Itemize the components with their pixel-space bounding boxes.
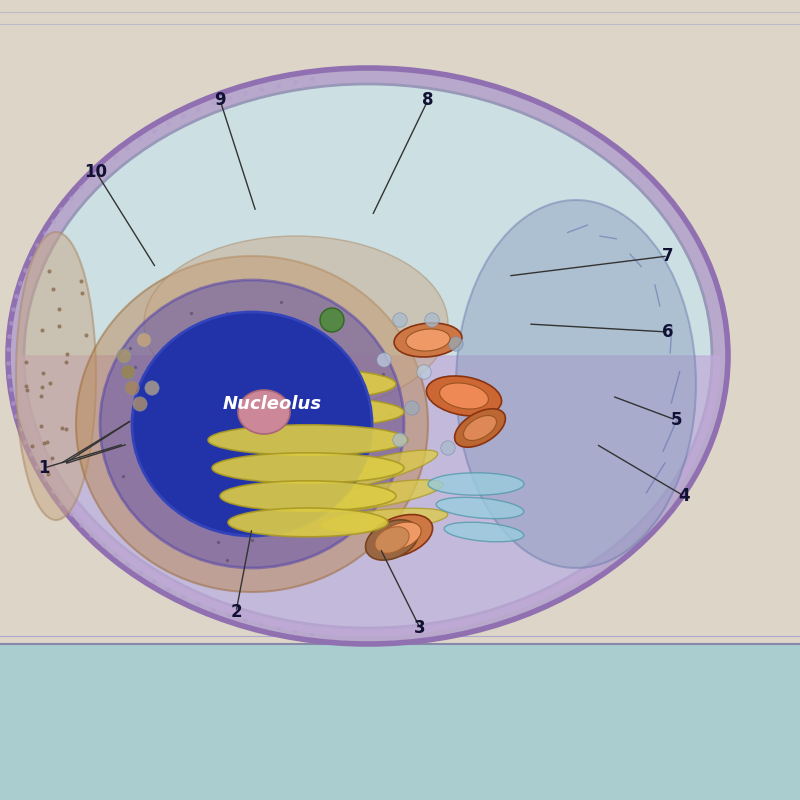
Ellipse shape — [208, 425, 408, 455]
Ellipse shape — [309, 480, 443, 512]
Ellipse shape — [417, 365, 431, 379]
Ellipse shape — [456, 200, 696, 568]
Ellipse shape — [220, 369, 396, 399]
Ellipse shape — [24, 84, 712, 628]
Ellipse shape — [212, 453, 404, 483]
Ellipse shape — [298, 450, 438, 494]
Ellipse shape — [8, 68, 728, 644]
Ellipse shape — [406, 329, 450, 351]
Ellipse shape — [100, 280, 404, 568]
Ellipse shape — [426, 376, 502, 416]
Ellipse shape — [454, 409, 506, 447]
Ellipse shape — [76, 256, 428, 592]
Ellipse shape — [441, 441, 455, 455]
Ellipse shape — [133, 397, 147, 411]
Text: 5: 5 — [670, 411, 682, 429]
Text: 8: 8 — [422, 91, 434, 109]
Ellipse shape — [428, 473, 524, 495]
Ellipse shape — [377, 353, 391, 367]
Text: Nucleolus: Nucleolus — [222, 395, 322, 413]
Text: 3: 3 — [414, 619, 426, 637]
Bar — [0, 0, 800, 644]
Ellipse shape — [220, 481, 396, 511]
Ellipse shape — [436, 498, 524, 518]
Ellipse shape — [125, 381, 139, 395]
Text: 7: 7 — [662, 247, 674, 265]
Ellipse shape — [320, 508, 448, 532]
Ellipse shape — [132, 312, 372, 536]
Ellipse shape — [449, 337, 463, 351]
Ellipse shape — [16, 232, 96, 520]
Ellipse shape — [238, 390, 290, 434]
Ellipse shape — [375, 526, 409, 554]
Ellipse shape — [393, 313, 407, 327]
Ellipse shape — [145, 381, 159, 395]
Polygon shape — [16, 356, 720, 636]
Text: 6: 6 — [662, 323, 674, 341]
Ellipse shape — [117, 349, 131, 363]
Ellipse shape — [425, 313, 439, 327]
Text: 10: 10 — [85, 163, 107, 181]
Bar — [0, 644, 800, 800]
Ellipse shape — [320, 308, 344, 332]
Ellipse shape — [463, 415, 497, 441]
Ellipse shape — [367, 514, 433, 558]
Ellipse shape — [121, 365, 135, 379]
Ellipse shape — [393, 433, 407, 447]
Ellipse shape — [405, 401, 419, 415]
Ellipse shape — [366, 520, 418, 560]
Text: 1: 1 — [38, 459, 50, 477]
Ellipse shape — [137, 333, 151, 347]
Text: 2: 2 — [230, 603, 242, 621]
Text: 9: 9 — [214, 91, 226, 109]
Text: 4: 4 — [678, 487, 690, 505]
Ellipse shape — [228, 508, 388, 537]
Ellipse shape — [444, 522, 524, 542]
Ellipse shape — [394, 323, 462, 357]
Ellipse shape — [439, 383, 489, 409]
Ellipse shape — [212, 397, 404, 427]
Ellipse shape — [378, 522, 422, 550]
Ellipse shape — [144, 236, 448, 412]
